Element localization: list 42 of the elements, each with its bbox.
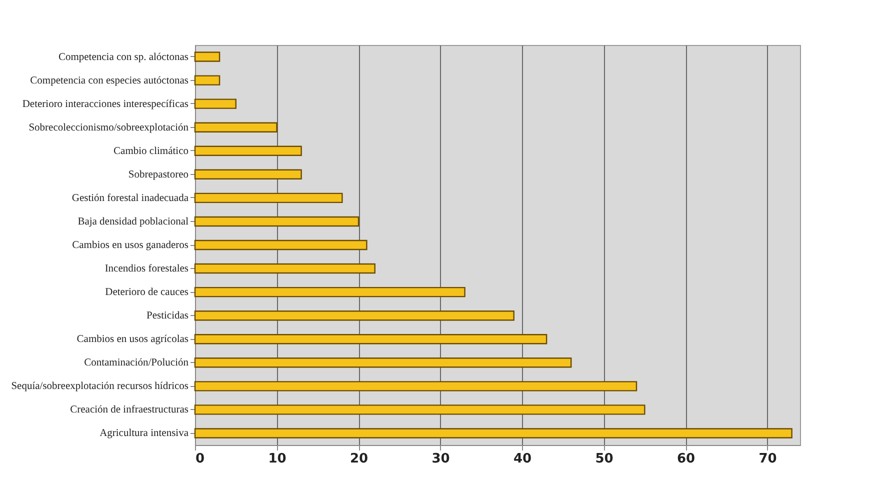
bar — [194, 286, 466, 298]
y-tick-label: Sobrepastoreo — [128, 169, 188, 180]
y-tick-label: Incendios forestales — [104, 264, 188, 275]
bar — [194, 334, 548, 344]
y-tick-label: Pesticidas — [146, 310, 188, 322]
y-tick-label: Deterioro de cauces — [105, 287, 188, 298]
y-tick-label: Cambios en usos ganaderos — [72, 240, 188, 251]
bar — [194, 122, 278, 132]
bar — [194, 310, 514, 321]
bar — [194, 52, 220, 62]
y-tick-label: Creación de infraestructuras — [70, 404, 188, 416]
bar — [194, 192, 343, 204]
x-tick-label: 10 — [268, 452, 286, 466]
bar — [194, 428, 792, 438]
y-tick-label: Agricultura intensiva — [100, 428, 189, 440]
bar — [194, 75, 220, 86]
y-tick-label: Gestión forestal inadecuada — [72, 192, 189, 204]
bar — [194, 169, 302, 180]
bar — [194, 240, 368, 250]
y-tick-label: Baja densidad poblacional — [78, 216, 189, 228]
y-tick-label: Competencia con sp. alóctonas — [58, 52, 188, 63]
x-tick-label: 0 — [196, 452, 205, 466]
y-tick-label: Cambios en usos agrícolas — [76, 334, 188, 346]
bar — [194, 263, 376, 274]
x-tick-label: 60 — [676, 452, 696, 466]
y-tick-label: Sequía/sobreexplotación recursos hídricos — [11, 381, 188, 392]
bar — [194, 381, 638, 392]
bar — [194, 146, 302, 156]
y-tick-label: Sobrecoleccionismo/sobreexplotación — [28, 122, 190, 134]
x-tick-label: 70 — [758, 452, 777, 466]
x-tick-label: 40 — [513, 452, 532, 466]
y-tick-label: Contaminación/Polución — [84, 358, 190, 369]
x-tick-label: 20 — [350, 452, 368, 466]
y-tick-label: Cambio climático — [114, 146, 188, 157]
bar — [194, 98, 236, 109]
bar — [194, 404, 646, 415]
bar — [194, 358, 572, 368]
y-tick-label: Competencia con especies autóctonas — [30, 75, 188, 86]
bar — [194, 216, 360, 227]
x-tick-label: 30 — [432, 452, 450, 466]
x-tick-label: 50 — [595, 452, 614, 466]
y-tick-label: Deterioro interacciones interespecíficas — [22, 98, 188, 110]
